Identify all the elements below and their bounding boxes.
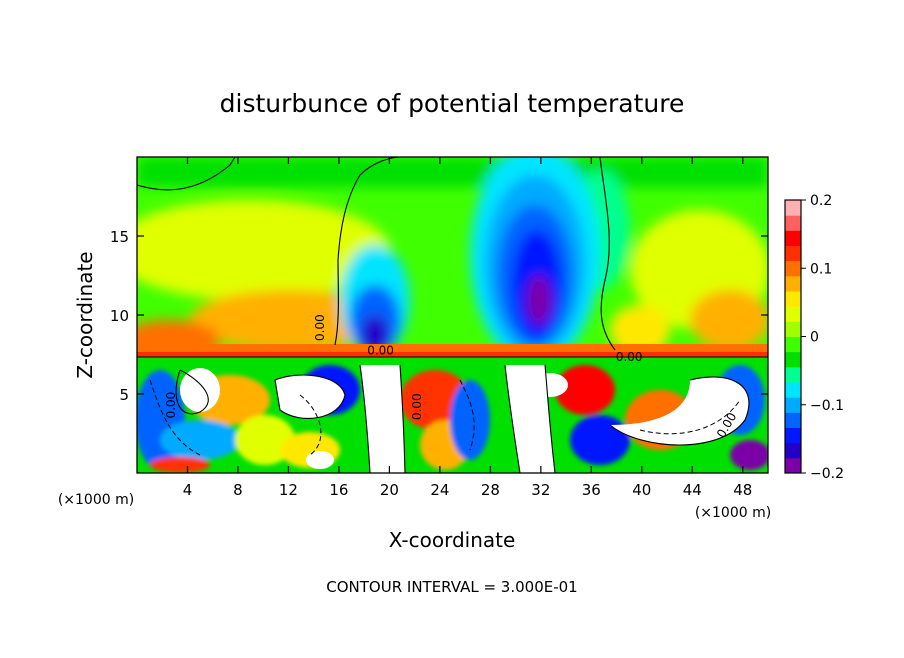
colorbar-ticks: 0.2 0.1 0 −0.1 −0.2 — [801, 193, 844, 482]
contour-label: 0.00 — [410, 393, 424, 420]
colorbar-cell — [785, 412, 801, 428]
colorbar-cell — [785, 366, 801, 383]
colorbar-tick-label: 0 — [810, 330, 819, 346]
colorbar-cell — [785, 306, 801, 322]
x-axis-ticks: 4 8 12 16 20 24 28 32 36 40 44 48 — [183, 157, 752, 499]
colorbar-cell — [785, 200, 801, 216]
colorbar-cell — [785, 230, 801, 246]
colorbar-cell — [785, 291, 801, 307]
y-axis-ticks: 5 10 15 — [110, 228, 768, 404]
y-tick-label: 10 — [110, 307, 129, 325]
colorbar-cell — [785, 275, 801, 292]
contour-label: 0.00 — [313, 314, 327, 341]
contour-label: 0.00 — [164, 392, 178, 419]
x-tick-label: 32 — [531, 481, 550, 499]
colorbar — [785, 200, 801, 474]
colorbar-cell — [785, 245, 801, 262]
contour-label: 0.00 — [616, 350, 643, 364]
x-tick-label: 36 — [582, 481, 601, 499]
x-tick-label: 12 — [279, 481, 298, 499]
colorbar-tick-label: −0.1 — [810, 398, 844, 414]
colorbar-cell — [785, 382, 801, 398]
colorbar-cell — [785, 215, 801, 231]
colorbar-tick-label: −0.2 — [810, 466, 844, 482]
x-tick-label: 28 — [481, 481, 500, 499]
colorbar-cell — [785, 457, 801, 474]
contour-interval-footer: CONTOUR INTERVAL = 3.000E-01 — [326, 578, 577, 596]
x-tick-label: 16 — [329, 481, 348, 499]
x-tick-label: 24 — [430, 481, 449, 499]
colorbar-tick-label: 0.2 — [810, 193, 832, 209]
x-tick-label: 20 — [380, 481, 399, 499]
y-tick-label: 15 — [110, 228, 129, 246]
x-tick-label: 40 — [632, 481, 651, 499]
heatmap-field — [137, 157, 768, 473]
x-unit-right: (×1000 m) — [695, 505, 771, 521]
x-axis-label: X-coordinate — [389, 528, 516, 552]
chart-title: disturbunce of potential temperature — [220, 89, 685, 118]
x-tick-label: 44 — [683, 481, 702, 499]
colorbar-cell — [785, 397, 801, 413]
colorbar-cell — [785, 427, 801, 444]
x-unit-left: (×1000 m) — [58, 492, 134, 508]
y-tick-label: 5 — [119, 386, 129, 404]
colorbar-tick-label: 0.1 — [810, 261, 832, 277]
x-tick-label: 8 — [233, 481, 243, 499]
x-tick-label: 48 — [733, 481, 752, 499]
y-axis-label: Z-coordinate — [73, 251, 97, 378]
colorbar-cell — [785, 351, 801, 368]
colorbar-cell — [785, 336, 801, 353]
contour-label: 0.00 — [367, 344, 394, 358]
colorbar-cell — [785, 260, 801, 277]
x-tick-label: 4 — [183, 481, 193, 499]
colorbar-cell — [785, 442, 801, 459]
colorbar-cell — [785, 321, 801, 337]
